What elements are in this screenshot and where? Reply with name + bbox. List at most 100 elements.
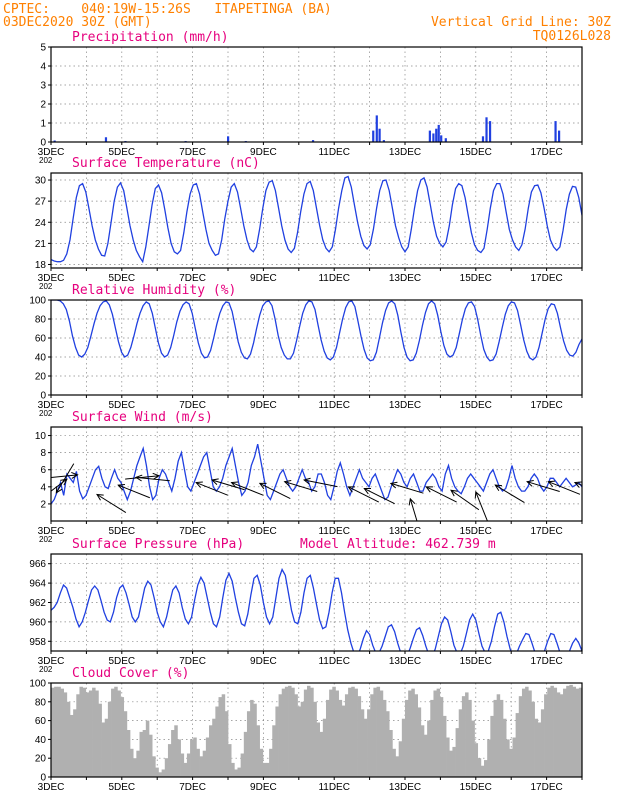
x-tick-label: 15DEC — [460, 782, 492, 793]
precip-bar — [311, 140, 315, 142]
series-line-temp — [51, 175, 582, 264]
wind-arrow — [96, 493, 127, 513]
cloud-bar — [297, 706, 302, 777]
cloud-bar — [506, 739, 510, 777]
cloud-bar — [60, 688, 64, 777]
panels: Precipitation (mm/h) 0 1 2 3 4 5 3DEC 5DEC 7DEC 9D… — [29, 30, 583, 793]
cloud-bar — [436, 688, 441, 777]
cloud-bar — [395, 756, 400, 777]
x-tick-label: 3DEC — [38, 656, 65, 667]
cloud-bar — [145, 720, 150, 777]
cloud-bar — [224, 711, 229, 777]
cloud-bar — [221, 694, 226, 777]
wind-arrow — [210, 478, 245, 491]
panel-temp: Surface Temperature (nC) 18 21 24 27 30 3DEC 5D… — [35, 156, 583, 291]
x-tick-label: 15DEC — [460, 400, 492, 411]
wind-arrow-head — [494, 484, 502, 492]
y-tick-label: 960 — [29, 617, 46, 628]
panel-frame-temp — [50, 172, 583, 269]
x-tick-label: 9DEC — [250, 147, 277, 158]
precip-bar — [557, 130, 561, 142]
wind-arrow-shaft — [118, 484, 151, 499]
x-tick-label: 7DEC — [179, 400, 206, 411]
x-tick-label: 3DEC — [38, 273, 65, 284]
panel-title-precip: Precipitation (mm/h) — [72, 30, 229, 45]
x-year-label: 202 — [39, 409, 53, 418]
grid-wind — [51, 427, 582, 521]
x-tick-label: 17DEC — [530, 526, 562, 537]
cloud-bar — [484, 760, 488, 777]
wind-arrow-head — [573, 481, 582, 488]
plot-temp — [51, 175, 582, 264]
wind-arrow — [117, 484, 151, 499]
cloud-bar — [152, 756, 156, 777]
wind-arrow-shaft — [135, 476, 170, 482]
cloud-bar — [379, 690, 384, 777]
header: CPTEC: 040:19W-15:26S ITAPETINGA (BA) 03… — [3, 2, 611, 44]
cloud-bar — [493, 699, 498, 777]
x-tick-label: 9DEC — [250, 782, 277, 793]
cloud-bar — [420, 725, 425, 777]
y-tick-label: 21 — [35, 239, 47, 250]
wind-arrow — [363, 488, 395, 505]
wind-arrow-shaft — [231, 482, 264, 496]
cloud-bar — [246, 711, 251, 777]
y-tick-label: 1 — [40, 119, 46, 130]
cloud-bar — [101, 722, 106, 777]
wind-arrow-head — [347, 486, 356, 493]
header-run-time: 03DEC2020 30Z (GMT) — [3, 15, 152, 30]
cloud-bar — [174, 725, 178, 777]
cloud-bar — [563, 688, 567, 777]
cloud-bar — [281, 688, 286, 777]
cloud-bar — [547, 687, 551, 777]
cloud-bar — [120, 697, 125, 777]
grid-precip — [51, 46, 582, 143]
cloud-bar — [114, 686, 118, 777]
cloud-bar — [455, 728, 460, 777]
cloud-bar — [183, 762, 188, 777]
cloud-bar — [354, 688, 358, 777]
header-station-line: CPTEC: 040:19W-15:26S ITAPETINGA (BA) — [3, 2, 332, 17]
cloud-bar — [73, 709, 77, 777]
x-tick-label: 5DEC — [108, 400, 135, 411]
y-tick-label: 10 — [35, 431, 47, 442]
wind-arrow-shaft — [426, 486, 457, 503]
wind-arrow — [573, 481, 582, 488]
wind-arrow — [51, 471, 79, 479]
precip-bar — [53, 140, 56, 142]
wind-arrow — [125, 472, 161, 480]
cloud-bar — [465, 692, 469, 777]
cloud-bar — [382, 699, 387, 777]
cloud-bar — [553, 687, 558, 777]
y-tick-label: 4 — [40, 62, 46, 73]
wind-arrow — [55, 463, 75, 494]
panel-title-temp: Surface Temperature (nC) — [72, 156, 260, 171]
wind-arrow-shaft — [475, 491, 488, 521]
cloud-bar — [370, 694, 374, 777]
cloud-bar — [534, 718, 539, 777]
x-tick-label: 7DEC — [179, 656, 206, 667]
cloud-bar — [253, 703, 257, 777]
wind-arrow-head — [230, 481, 239, 488]
wind-arrow-head — [547, 480, 556, 488]
y-tick-label: 8 — [40, 448, 46, 459]
cloud-bar — [430, 699, 434, 777]
panel-title-wind: Surface Wind (m/s) — [72, 410, 213, 425]
wind-arrow-shaft — [390, 482, 424, 494]
cloud-bar — [446, 737, 450, 777]
precip-bar — [382, 140, 385, 142]
x-tick-label: 9DEC — [250, 526, 277, 537]
cloud-bar — [272, 725, 276, 777]
y-tick-label: 20 — [35, 754, 47, 765]
cloud-bar — [528, 690, 532, 777]
wind-vectors — [51, 463, 582, 521]
panel-wind: Surface Wind (m/s) 2 4 6 8 10 3DEC 5DEC 7DEC 9DEC… — [35, 410, 583, 544]
precip-bar — [375, 115, 378, 142]
cloud-bar — [386, 711, 390, 777]
cloud-bar — [92, 687, 96, 777]
y-tick-label: 2 — [40, 100, 46, 111]
y-tick-label: 966 — [29, 559, 46, 570]
wind-arrow-head — [96, 493, 104, 501]
precip-bar — [378, 128, 381, 142]
cloud-bar — [329, 689, 333, 777]
